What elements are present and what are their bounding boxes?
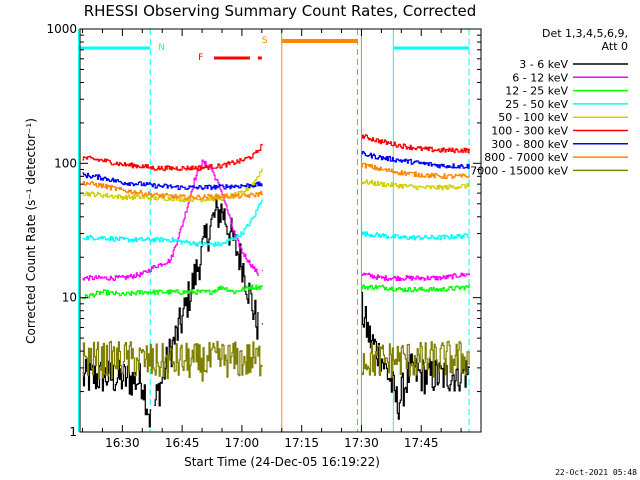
y-tick-label: 1 bbox=[69, 425, 77, 439]
legend-header-attenuator: Att 0 bbox=[602, 40, 628, 53]
series-line-100-300-kev bbox=[361, 134, 470, 154]
series-line-7000-15000-kev bbox=[82, 340, 263, 382]
footer-timestamp: 22-Oct-2021 05:48 bbox=[555, 468, 637, 477]
x-tick-label: 17:15 bbox=[284, 436, 319, 450]
legend-label: 800 - 7000 keV bbox=[484, 151, 568, 164]
legend-label: 7000 - 15000 keV bbox=[470, 164, 568, 177]
series-line-12-25-kev bbox=[361, 284, 470, 293]
axes: 16:30 16:45 17:00 17:15 17:30 17:45 1 10 100 1000 bbox=[46, 22, 481, 450]
legend-label: 12 - 25 keV bbox=[505, 85, 568, 98]
series-line-25-50-kev bbox=[361, 231, 470, 241]
legend-label: 300 - 800 keV bbox=[491, 138, 568, 151]
saa-flag-label: S bbox=[262, 36, 268, 46]
plot-frame bbox=[79, 28, 482, 433]
series-line-300-800-kev bbox=[361, 150, 470, 169]
legend-label: 6 - 12 keV bbox=[512, 71, 568, 84]
night-flag-label: N bbox=[158, 43, 165, 53]
legend-label: 100 - 300 keV bbox=[491, 125, 568, 138]
legend-label: 50 - 100 keV bbox=[498, 111, 568, 124]
x-tick-label: 17:00 bbox=[225, 436, 260, 450]
x-tick-label: 17:30 bbox=[344, 436, 379, 450]
x-tick-label: 17:45 bbox=[404, 436, 439, 450]
series-line-800-7000-kev bbox=[82, 180, 263, 201]
series-line-7000-15000-kev bbox=[361, 340, 470, 378]
x-tick-label: 16:45 bbox=[165, 436, 200, 450]
y-axis-label: Corrected Count Rate (s⁻¹ detector⁻¹) bbox=[24, 118, 38, 344]
series-line-3-6-kev bbox=[154, 198, 259, 407]
chart-title: RHESSI Observing Summary Count Rates, Co… bbox=[84, 2, 477, 20]
series-line-6-12-kev bbox=[82, 159, 259, 281]
series-line-300-800-kev bbox=[82, 172, 263, 191]
y-tick-label: 100 bbox=[54, 156, 77, 170]
series-line-100-300-kev bbox=[82, 143, 263, 172]
legend-label: 3 - 6 keV bbox=[519, 58, 568, 71]
flare-flag-label: F bbox=[198, 53, 203, 63]
series-line-50-100-kev bbox=[361, 179, 470, 191]
plot-area: N F S bbox=[78, 29, 470, 432]
x-tick-label: 16:30 bbox=[105, 436, 140, 450]
legend-label: 25 - 50 keV bbox=[505, 98, 568, 111]
series-line-12-25-kev bbox=[82, 284, 263, 300]
series-line-25-50-kev bbox=[82, 199, 263, 247]
y-tick-label: 10 bbox=[62, 291, 77, 305]
series-line-800-7000-kev bbox=[361, 162, 470, 179]
x-axis-label: Start Time (24-Dec-05 16:19:22) bbox=[184, 455, 380, 469]
y-tick-label: 1000 bbox=[46, 22, 77, 36]
legend-header-detectors: Det 1,3,4,5,6,9, bbox=[542, 27, 628, 40]
series-line-6-12-kev bbox=[361, 272, 470, 281]
